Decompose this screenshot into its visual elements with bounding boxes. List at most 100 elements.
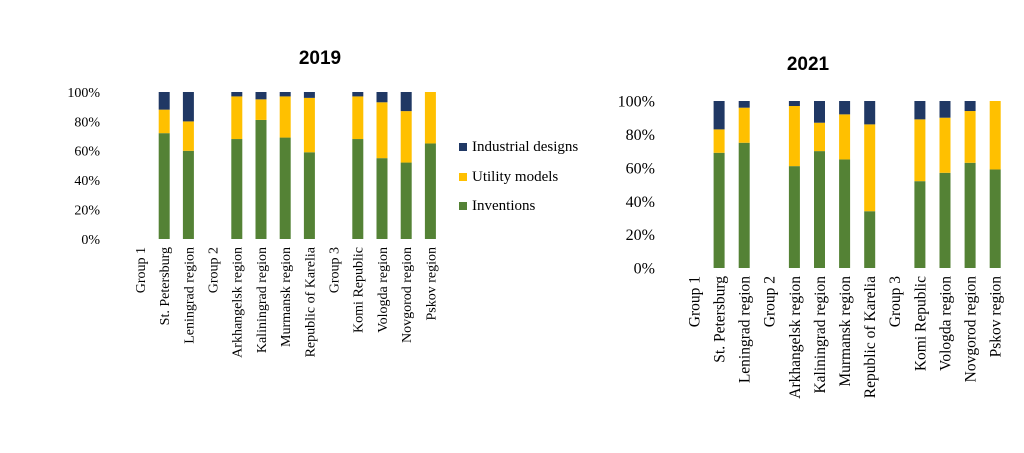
legend-swatch-inventions <box>459 202 467 210</box>
bar-leningrad-region-utility-models <box>182 121 194 151</box>
bar-kaliningrad-region-industrial-designs <box>255 92 267 100</box>
bar-st-petersburg-utility-models <box>158 109 170 134</box>
y-tick-label: 80% <box>74 115 100 130</box>
legend-label-utility-models: Utility models <box>472 169 558 185</box>
x-tick-label: Komi Republic <box>352 247 367 333</box>
bar-republic-of-karelia-industrial-designs <box>864 101 876 125</box>
bar-vologda-region-utility-models <box>376 102 388 159</box>
x-tick-label: Republic of Karelia <box>862 276 879 398</box>
x-tick-label: Republic of Karelia <box>303 246 318 357</box>
bar-pskov-region-inventions <box>424 143 436 239</box>
x-axis: Group 1 St. Petersburg Leningrad region Gro… <box>686 276 1004 399</box>
chart-2021: 2021 0% 20% 40% 60% 80% 100% Group 1 St. Peter… <box>618 54 1005 399</box>
y-tick-label: 60% <box>74 145 100 160</box>
bar-leningrad-region-industrial-designs <box>738 101 750 108</box>
bar-murmansk-region-inventions <box>279 137 291 239</box>
bar-vologda-region-utility-models <box>939 117 951 173</box>
bar-komi-republic-inventions <box>914 181 926 268</box>
bar-st-petersburg-industrial-designs <box>158 92 170 110</box>
x-tick-label: Group 2 <box>762 276 779 327</box>
x-tick-label: St. Petersburg <box>158 247 173 325</box>
bar-vologda-region-industrial-designs <box>939 101 951 118</box>
bar-vologda-region-industrial-designs <box>376 92 388 103</box>
y-tick-label: 0% <box>634 261 655 278</box>
bar-novgorod-region-industrial-designs <box>400 92 412 112</box>
bar-leningrad-region-utility-models <box>738 107 750 143</box>
x-tick-label: Murmansk region <box>279 247 294 347</box>
bar-komi-republic-industrial-designs <box>352 92 364 97</box>
bar-st-petersburg-utility-models <box>713 129 725 153</box>
y-tick-label: 100% <box>618 94 655 111</box>
x-tick-label: Group 1 <box>686 276 703 327</box>
bars <box>713 101 1001 268</box>
bar-arkhangelsk-region-industrial-designs <box>231 92 243 97</box>
bar-kaliningrad-region-industrial-designs <box>814 101 825 123</box>
legend-label-inventions: Inventions <box>472 198 535 214</box>
bar-novgorod-region-inventions <box>400 162 412 239</box>
x-axis: Group 1 St. Petersburg Leningrad region Gro… <box>134 246 439 358</box>
bar-arkhangelsk-region-utility-models <box>231 96 243 140</box>
chart-title: 2021 <box>787 54 830 75</box>
bar-komi-republic-industrial-designs <box>914 101 926 120</box>
x-tick-label: Group 1 <box>134 247 149 293</box>
y-axis: 0% 20% 40% 60% 80% 100% <box>618 94 655 278</box>
bar-republic-of-karelia-inventions <box>864 211 876 268</box>
bar-arkhangelsk-region-industrial-designs <box>788 101 800 107</box>
bar-komi-republic-utility-models <box>352 96 364 140</box>
bar-novgorod-region-industrial-designs <box>964 101 976 112</box>
y-axis: 0% 20% 40% 60% 80% 100% <box>67 86 100 248</box>
bar-komi-republic-utility-models <box>914 119 926 182</box>
x-tick-label: Pskov region <box>424 247 439 321</box>
x-tick-label: Komi Republic <box>912 276 929 371</box>
x-tick-label: Leningrad region <box>737 276 754 383</box>
bar-vologda-region-inventions <box>939 172 951 268</box>
bar-pskov-region-utility-models <box>989 101 1001 170</box>
legend: Industrial designs Utility models Invent… <box>459 139 578 214</box>
bar-murmansk-region-inventions <box>839 159 851 268</box>
bar-st-petersburg-inventions <box>713 152 725 268</box>
chart-title: 2019 <box>299 48 341 69</box>
x-tick-label: Vologda region <box>376 247 391 333</box>
bar-republic-of-karelia-industrial-designs <box>303 92 315 98</box>
bar-arkhangelsk-region-inventions <box>231 139 243 239</box>
x-tick-label: Kaliningrad region <box>812 276 829 394</box>
bar-novgorod-region-inventions <box>964 162 976 268</box>
bar-st-petersburg-inventions <box>158 133 170 239</box>
bar-vologda-region-inventions <box>376 158 388 239</box>
bar-murmansk-region-industrial-designs <box>279 92 291 97</box>
x-tick-label: Group 3 <box>328 247 343 293</box>
x-tick-label: Novgorod region <box>400 247 415 343</box>
x-tick-label: Vologda region <box>937 276 954 371</box>
bar-murmansk-region-utility-models <box>279 96 291 138</box>
bar-leningrad-region-industrial-designs <box>182 92 194 122</box>
bar-novgorod-region-utility-models <box>964 111 976 163</box>
bar-murmansk-region-utility-models <box>839 114 851 160</box>
y-tick-label: 40% <box>74 174 100 189</box>
bar-komi-republic-inventions <box>352 139 364 239</box>
bar-novgorod-region-utility-models <box>400 111 412 163</box>
bar-kaliningrad-region-utility-models <box>255 99 267 120</box>
bar-kaliningrad-region-utility-models <box>814 122 825 152</box>
x-tick-label: Kaliningrad region <box>255 247 270 353</box>
legend-label-industrial-designs: Industrial designs <box>472 139 578 155</box>
x-tick-label: Arkhangelsk region <box>787 276 804 399</box>
x-tick-label: Murmansk region <box>837 276 854 387</box>
x-tick-label: Novgorod region <box>963 276 980 383</box>
x-tick-label: Leningrad region <box>182 247 197 344</box>
bar-leningrad-region-inventions <box>738 142 750 268</box>
bar-murmansk-region-industrial-designs <box>839 101 851 115</box>
y-tick-label: 40% <box>626 194 655 211</box>
y-tick-label: 0% <box>81 233 100 248</box>
x-tick-label: St. Petersburg <box>712 276 729 363</box>
bar-kaliningrad-region-inventions <box>255 119 267 239</box>
bar-pskov-region-utility-models <box>424 92 436 144</box>
bar-republic-of-karelia-inventions <box>303 152 315 239</box>
bar-arkhangelsk-region-utility-models <box>788 106 800 167</box>
bar-leningrad-region-inventions <box>182 150 194 239</box>
y-tick-label: 20% <box>74 204 100 219</box>
bar-arkhangelsk-region-inventions <box>788 166 800 268</box>
legend-swatch-industrial-designs <box>459 143 467 151</box>
y-tick-label: 80% <box>626 127 655 144</box>
bar-st-petersburg-industrial-designs <box>713 101 725 130</box>
